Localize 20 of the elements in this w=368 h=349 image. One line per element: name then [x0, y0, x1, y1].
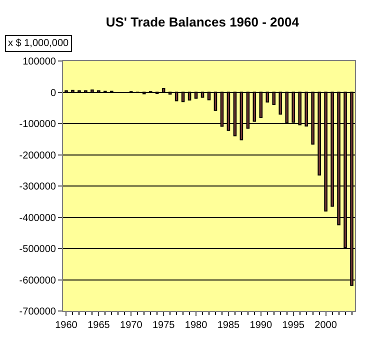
x-tick-label: 1975 — [152, 320, 176, 331]
y-tick-label: -600000 — [19, 275, 56, 286]
x-tick-label: 1980 — [184, 320, 208, 331]
y-tick-label: -700000 — [19, 306, 56, 318]
x-tick-label: 2000 — [314, 320, 338, 331]
x-tick-label: 1995 — [282, 320, 305, 331]
y-tick-label: -300000 — [19, 182, 56, 192]
x-tick-label: 1965 — [88, 320, 110, 331]
y-tick-label: -400000 — [19, 212, 56, 224]
y-tick-label: -200000 — [19, 150, 56, 162]
y-tick-label: 0 — [50, 88, 56, 99]
x-tick-label: 1960 — [55, 320, 78, 331]
chart-title: US' Trade Balances 1960 - 2004 — [106, 14, 300, 30]
y-tick-label: 100000 — [22, 56, 56, 68]
text: x $ 1,000,000 — [8, 38, 70, 49]
x-tick-label: 1990 — [250, 320, 272, 331]
y-tick-label: -100000 — [19, 119, 56, 130]
x-tick-label: 1985 — [217, 320, 240, 331]
y-tick-label: -500000 — [19, 244, 56, 255]
x-tick-label: 1970 — [120, 320, 143, 331]
